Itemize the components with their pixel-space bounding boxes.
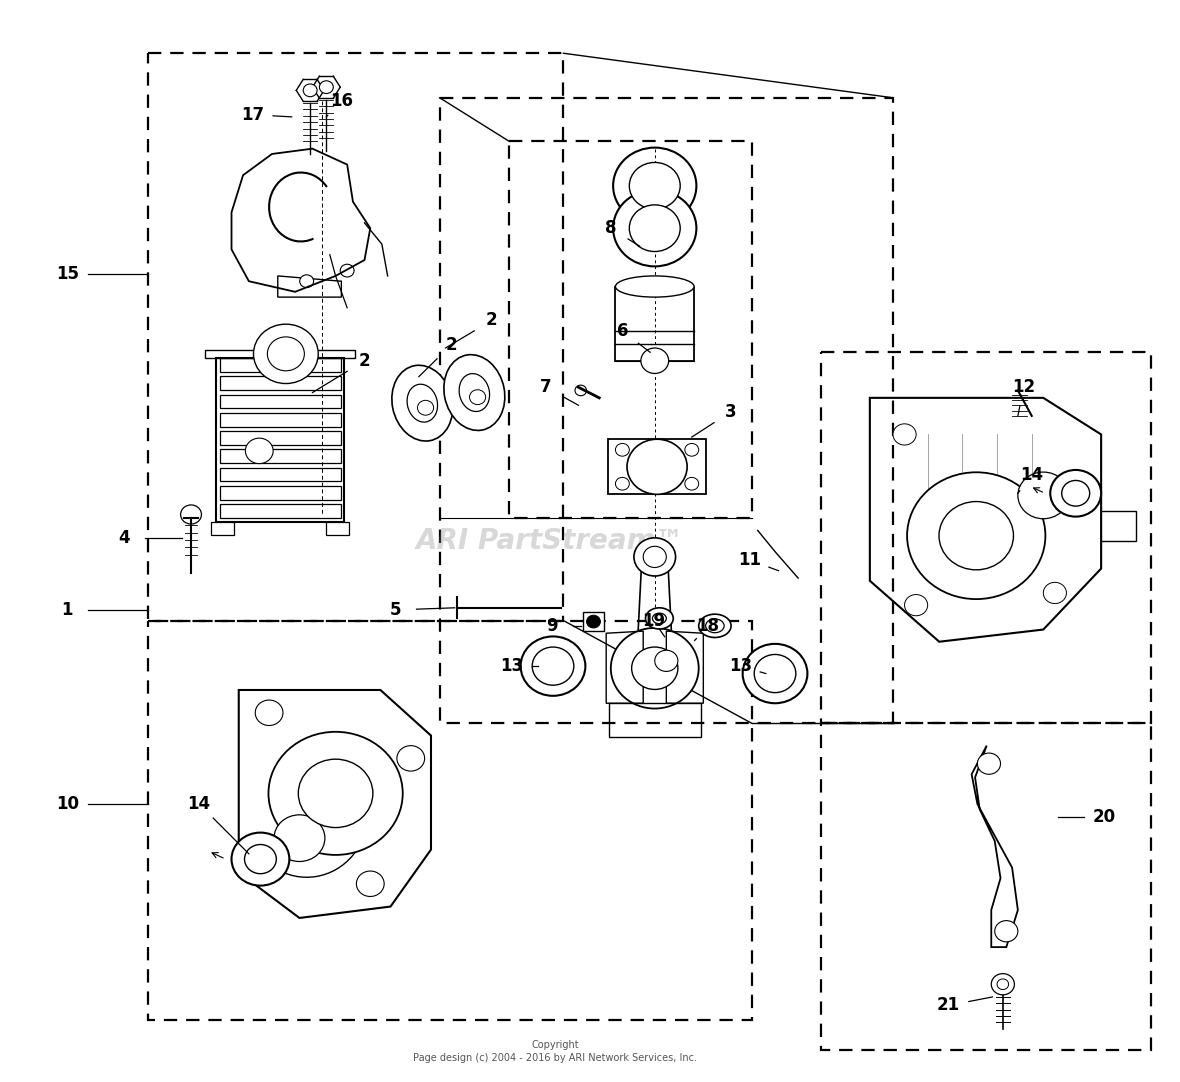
Text: 14: 14: [1021, 466, 1043, 485]
Circle shape: [586, 616, 601, 628]
Circle shape: [641, 348, 669, 373]
Circle shape: [340, 264, 354, 277]
Text: 5: 5: [389, 601, 401, 619]
Text: 8: 8: [605, 220, 617, 237]
Text: 13: 13: [729, 657, 752, 675]
Text: Copyright: Copyright: [531, 1040, 579, 1050]
Ellipse shape: [645, 608, 674, 629]
Circle shape: [520, 636, 585, 696]
Text: 16: 16: [330, 92, 353, 110]
Circle shape: [905, 594, 927, 616]
Bar: [1101, 512, 1136, 541]
Ellipse shape: [653, 613, 667, 623]
Bar: [608, 439, 706, 494]
Text: 14: 14: [188, 795, 211, 813]
Text: 11: 11: [738, 551, 761, 569]
Text: 17: 17: [241, 106, 264, 123]
Circle shape: [320, 81, 333, 93]
Circle shape: [893, 424, 916, 445]
Circle shape: [634, 538, 676, 576]
Circle shape: [643, 546, 667, 567]
Circle shape: [616, 477, 629, 490]
Ellipse shape: [392, 366, 453, 441]
Text: 15: 15: [55, 265, 79, 282]
Circle shape: [255, 700, 283, 726]
Circle shape: [977, 753, 1001, 775]
Text: 2: 2: [445, 335, 457, 354]
Ellipse shape: [407, 384, 438, 422]
Circle shape: [299, 760, 373, 828]
Circle shape: [631, 647, 677, 689]
Text: 1: 1: [61, 601, 73, 619]
Circle shape: [629, 204, 680, 251]
Text: 13: 13: [500, 657, 523, 675]
Ellipse shape: [706, 619, 725, 633]
Circle shape: [244, 845, 276, 873]
Circle shape: [997, 979, 1009, 990]
Circle shape: [995, 921, 1018, 941]
Circle shape: [939, 502, 1014, 570]
Ellipse shape: [699, 615, 732, 637]
Bar: [583, 612, 604, 631]
Text: 18: 18: [696, 617, 720, 635]
Text: 10: 10: [55, 795, 79, 813]
Text: 12: 12: [1012, 379, 1035, 396]
Circle shape: [684, 444, 699, 457]
Text: ARI PartStream™: ARI PartStream™: [415, 527, 683, 555]
Circle shape: [655, 650, 677, 672]
Text: 4: 4: [118, 529, 130, 546]
Circle shape: [614, 147, 696, 224]
Circle shape: [231, 833, 289, 885]
Text: 7: 7: [540, 379, 552, 396]
Bar: [216, 358, 343, 523]
Circle shape: [274, 815, 324, 861]
Circle shape: [614, 190, 696, 266]
Text: 2: 2: [359, 352, 371, 370]
Circle shape: [181, 505, 202, 524]
Circle shape: [754, 655, 795, 692]
Circle shape: [300, 275, 314, 288]
Circle shape: [575, 385, 586, 396]
Circle shape: [418, 400, 433, 415]
Circle shape: [356, 871, 385, 897]
Bar: [327, 523, 349, 536]
Circle shape: [907, 472, 1045, 599]
Ellipse shape: [459, 373, 490, 411]
Ellipse shape: [616, 276, 694, 298]
Circle shape: [616, 444, 629, 457]
Circle shape: [1043, 582, 1067, 604]
Circle shape: [268, 337, 304, 371]
Circle shape: [470, 390, 486, 405]
Circle shape: [532, 647, 573, 685]
Bar: [211, 523, 234, 536]
Text: 20: 20: [1093, 807, 1116, 826]
Ellipse shape: [444, 355, 505, 431]
Circle shape: [269, 731, 402, 855]
Circle shape: [1050, 470, 1101, 516]
Circle shape: [991, 974, 1015, 994]
Text: Page design (c) 2004 - 2016 by ARI Network Services, Inc.: Page design (c) 2004 - 2016 by ARI Netwo…: [413, 1054, 697, 1064]
Circle shape: [684, 477, 699, 490]
Circle shape: [627, 439, 687, 494]
Circle shape: [742, 644, 807, 703]
Text: 19: 19: [642, 611, 666, 630]
Circle shape: [629, 162, 680, 209]
Bar: [616, 287, 694, 360]
Circle shape: [245, 438, 273, 463]
Text: 3: 3: [726, 403, 736, 421]
Circle shape: [396, 745, 425, 771]
Circle shape: [1018, 472, 1069, 518]
Text: 2: 2: [486, 312, 498, 329]
Circle shape: [1062, 480, 1089, 506]
Circle shape: [303, 84, 317, 96]
Text: 6: 6: [617, 322, 628, 340]
Circle shape: [254, 325, 319, 383]
Text: 21: 21: [937, 997, 961, 1015]
Circle shape: [611, 628, 699, 709]
Text: 9: 9: [546, 617, 558, 635]
